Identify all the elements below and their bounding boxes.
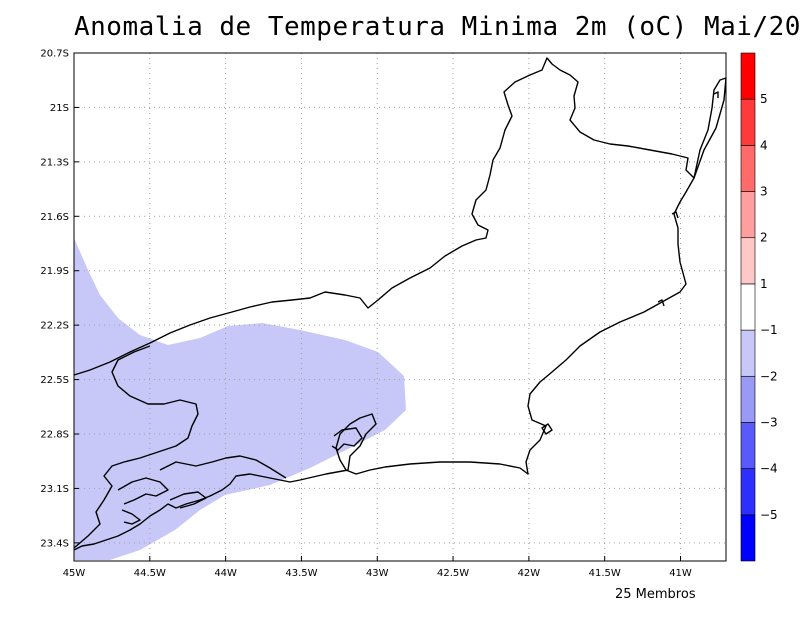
coastline-and-borders — [73, 57, 727, 551]
colorbar-bin-8 — [740, 145, 756, 192]
y-tick-label-3: 21.6S — [40, 212, 69, 223]
colorbar-label-4: −1 — [760, 323, 778, 337]
y-tick-label-0: 20.7S — [40, 49, 69, 60]
colorbar-bin-7 — [740, 191, 756, 239]
colorbar: −5 −4 −3 −2 −1 1 2 3 4 5 — [740, 52, 778, 562]
colorbar-label-5: 1 — [760, 277, 768, 291]
colorbar-bin-6 — [740, 237, 756, 285]
colorbar-label-7: 3 — [760, 185, 768, 199]
colorbar-label-6: 2 — [760, 231, 768, 245]
colorbar-bin-4 — [740, 329, 756, 377]
y-tick-label-5: 22.2S — [40, 321, 69, 332]
colorbar-label-1: −4 — [760, 462, 778, 476]
colorbar-bin-5 — [740, 283, 756, 331]
anomaly-region — [74, 238, 406, 560]
colorbar-bin-9 — [740, 98, 756, 146]
colorbar-label-9: 5 — [760, 92, 768, 106]
x-tick-label-0: 45W — [63, 568, 86, 579]
colorbar-bin-10 — [740, 52, 756, 100]
colorbar-label-2: −3 — [760, 415, 778, 429]
colorbar-bin-1 — [740, 468, 756, 516]
y-tick-label-2: 21.3S — [40, 157, 69, 168]
axis-ticks: 45W 44.5W 44W 43.5W 43W 42.5W 42W 41.5W 41W 20.7S… — [40, 49, 692, 580]
colorbar-label-3: −2 — [760, 369, 778, 383]
y-tick-label-4: 21.9S — [40, 266, 69, 277]
map-title: Anomalia de Temperatura Minima 2m (oC) M… — [74, 12, 800, 42]
colorbar-label-8: 4 — [760, 138, 768, 152]
colorbar-bin-3 — [740, 375, 756, 423]
grid-lines — [74, 53, 726, 561]
y-tick-label-1: 21S — [50, 103, 69, 114]
colorbar-bin-0 — [740, 514, 756, 562]
map-frame — [73, 52, 727, 562]
x-tick-label-8: 41W — [669, 568, 692, 579]
x-tick-label-6: 42W — [518, 568, 541, 579]
x-tick-label-5: 42.5W — [437, 568, 469, 579]
x-tick-label-1: 44.5W — [134, 568, 166, 579]
x-tick-label-2: 44W — [214, 568, 237, 579]
members-note: 25 Membros — [615, 587, 696, 602]
x-tick-label-4: 43W — [366, 568, 389, 579]
y-tick-label-8: 23.1S — [40, 484, 69, 495]
x-tick-label-3: 43.5W — [285, 568, 317, 579]
y-tick-label-9: 23.4S — [40, 538, 69, 549]
colorbar-label-0: −5 — [760, 508, 778, 522]
colorbar-bin-2 — [740, 422, 756, 469]
y-tick-label-7: 22.8S — [40, 430, 69, 441]
y-tick-label-6: 22.5S — [40, 375, 69, 386]
x-tick-label-7: 41.5W — [589, 568, 621, 579]
